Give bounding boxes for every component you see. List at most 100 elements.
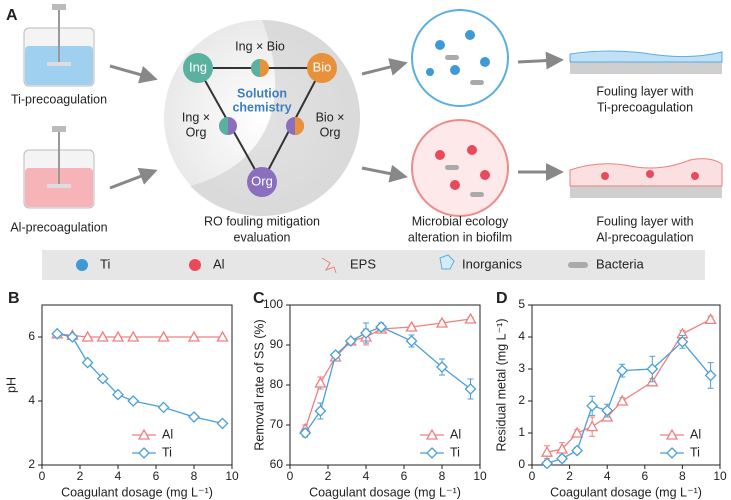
al-biofilm (411, 119, 509, 217)
y-tick-label: 60 (270, 457, 284, 471)
data-point (601, 404, 614, 417)
y-tick-label: 2 (518, 393, 525, 407)
data-point (541, 457, 553, 470)
data-point (314, 376, 327, 388)
x-tick-label: 8 (679, 469, 686, 483)
y-tick-label: 1 (518, 425, 525, 439)
legend-label: Al (450, 427, 461, 441)
data-point (127, 395, 140, 407)
y-axis-label: Residual metal (mg L⁻¹) (494, 318, 508, 451)
beaker-label: Al-precoagulation (10, 220, 107, 234)
data-point (586, 420, 599, 432)
y-tick-label: 80 (270, 377, 284, 391)
legend-icon (568, 262, 588, 268)
legend-label: Inorganics (462, 256, 522, 271)
data-point (646, 363, 659, 375)
node-label: Org (320, 125, 341, 139)
x-tick-label: 2 (325, 469, 332, 483)
data-point (616, 394, 629, 406)
data-point (540, 445, 554, 457)
y-tick-label: 4 (28, 393, 35, 407)
ti-beaker (23, 4, 95, 87)
x-tick-label: 6 (401, 469, 408, 483)
legend-marker (137, 428, 151, 440)
legend-marker (426, 447, 438, 459)
data-point (96, 330, 109, 342)
data-point (571, 444, 584, 457)
legend-marker (666, 447, 678, 459)
data-point (571, 426, 584, 438)
y-axis-label: pH (4, 377, 18, 393)
data-point (676, 335, 689, 348)
x-tick-label: 8 (439, 469, 446, 483)
data-point (360, 327, 372, 339)
data-point (704, 369, 717, 382)
data-point (51, 327, 64, 340)
data-point (81, 330, 94, 342)
series-line (57, 333, 223, 338)
mix-node (251, 59, 269, 77)
node-label: Ing × Bio (235, 39, 285, 53)
axes-frame (531, 304, 721, 466)
caption: Al-precoagulation (596, 230, 693, 244)
arrow (109, 167, 158, 190)
beaker-label: Ti-precoagulation (11, 92, 107, 106)
x-tick-label: 0 (287, 469, 294, 483)
node-label: Ing × (182, 110, 210, 124)
x-tick-label: 4 (604, 469, 611, 483)
mix-node (286, 117, 304, 135)
data-point (81, 356, 94, 369)
legend-label: Ti (450, 445, 460, 459)
arrow (361, 164, 408, 183)
data-point (556, 452, 568, 465)
caption: evaluation (234, 230, 291, 244)
series-line (546, 318, 711, 453)
data-point (586, 399, 599, 412)
legend-icon (189, 259, 201, 271)
data-point (704, 313, 717, 325)
legend-label: Bacteria (596, 256, 644, 271)
y-axis-label: Removal rate of SS (%) (252, 319, 266, 450)
legend-label: Ti (690, 445, 700, 459)
caption: Fouling layer with (596, 214, 693, 228)
caption: Ti-precoagulation (597, 100, 693, 114)
data-point (216, 330, 229, 342)
caption: Microbial ecology (412, 214, 509, 228)
data-point (464, 312, 477, 324)
caption: RO fouling mitigation (204, 214, 320, 228)
data-point (344, 335, 357, 347)
node (247, 167, 277, 197)
node-label: Bio (313, 59, 332, 74)
node (307, 53, 337, 83)
data-point (436, 361, 448, 373)
node-label: Ing (189, 59, 207, 74)
x-axis-label: Coagulant dosage (mg L⁻¹) (309, 485, 461, 499)
panel-a: A Ti-precoagulation Al-precoagulation In… (6, 4, 723, 280)
legend-label: EPS (350, 256, 376, 271)
series-line (304, 326, 471, 434)
x-tick-label: 2 (566, 469, 573, 483)
arrow (517, 51, 564, 70)
legend-label: Al (690, 427, 701, 441)
x-tick-label: 0 (529, 469, 536, 483)
legend-bar (42, 250, 705, 280)
caption: alteration in biofilm (408, 230, 512, 244)
y-tick-label: 4 (518, 329, 525, 343)
data-point (299, 427, 312, 439)
legend-icon (76, 259, 88, 271)
caption: Fouling layer with (596, 84, 693, 98)
data-point (464, 383, 477, 395)
mix-node (219, 117, 237, 135)
data-point (435, 316, 449, 328)
y-tick-label: 90 (270, 337, 284, 351)
data-point (375, 321, 388, 333)
node-label: Org (251, 173, 273, 188)
data-point (329, 349, 342, 361)
y-tick-label: 100 (263, 297, 283, 311)
data-point (314, 405, 327, 417)
data-point (188, 411, 200, 423)
center-label: Solution (237, 86, 287, 100)
data-point (111, 330, 125, 342)
arrow (361, 58, 408, 76)
